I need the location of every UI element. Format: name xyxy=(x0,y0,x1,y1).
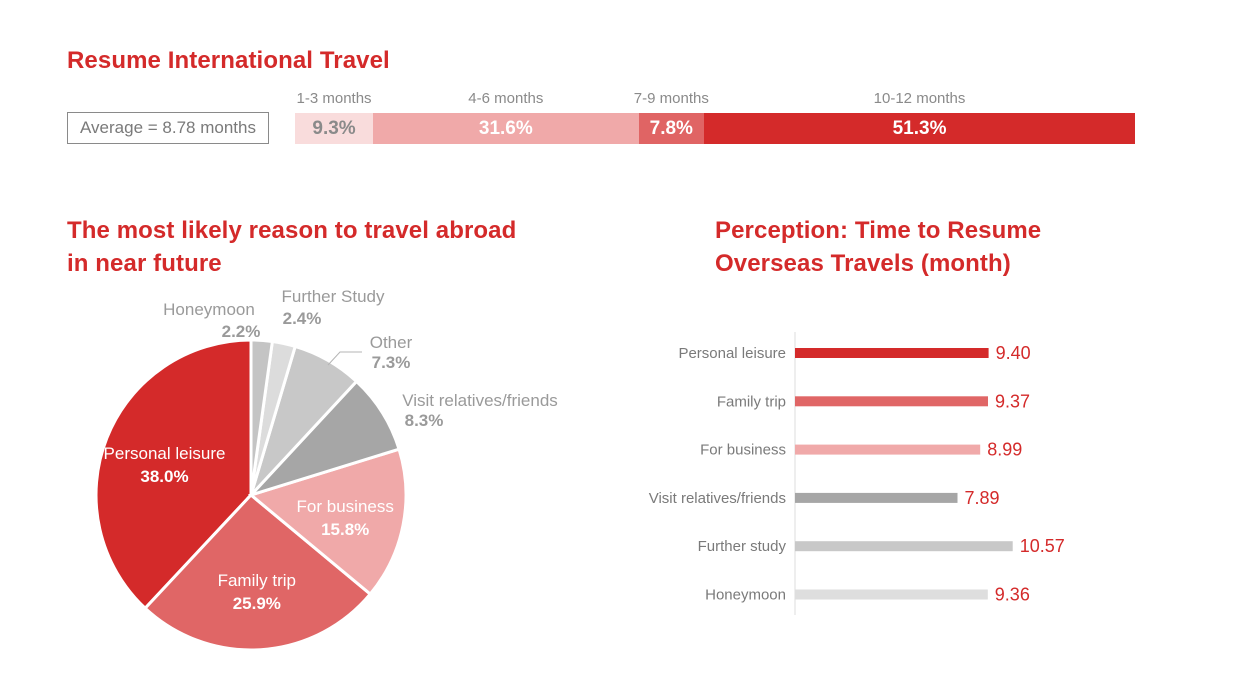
resume-travel-stacked-bar: 9.3% 1-3 months 31.6% 4-6 months 7.8% 7-9 mon… xyxy=(295,88,1135,148)
bar-category-label: Honeymoon xyxy=(705,587,786,604)
pie-slice-honeymoon xyxy=(249,338,275,496)
bar-value-label: 9.36 xyxy=(995,585,1030,605)
pie-slice-for-business xyxy=(247,447,408,597)
pie-label-name: For business xyxy=(297,497,394,516)
pie-label-value: 2.2% xyxy=(222,322,261,341)
bar-visit-relatives-friends xyxy=(795,492,958,503)
bar-family-trip xyxy=(795,396,988,407)
bar-for-business xyxy=(795,444,981,455)
pie-slice-personal-leisure xyxy=(94,338,253,611)
stacked-range-label: 4-6 months xyxy=(468,90,544,107)
bar-honeymoon xyxy=(795,589,988,600)
bar-category-label: Visit relatives/friends xyxy=(649,490,786,507)
bar-personal-leisure xyxy=(795,348,989,358)
pie-label-value: 7.3% xyxy=(372,353,411,372)
bar-further-study xyxy=(795,541,1013,552)
bar-value-label: 8.99 xyxy=(987,440,1022,460)
pie-label-name: Visit relatives/friends xyxy=(402,391,558,410)
bar-value-label: 9.40 xyxy=(996,343,1031,363)
pie-label-name: Personal leisure xyxy=(104,444,226,463)
pie-label-name: Honeymoon xyxy=(163,300,255,319)
reason-title: The most likely reason to travel abroad … xyxy=(67,217,517,277)
pie-label-name: Family trip xyxy=(218,571,296,590)
bar-category-label: Personal leisure xyxy=(678,345,786,362)
average-label: Average = 8.78 months xyxy=(67,112,269,144)
pie-label-value: 15.8% xyxy=(321,520,369,539)
travel-title: Resume International Travel xyxy=(67,47,390,74)
stacked-segment-7-9-months: 7.8% xyxy=(638,113,705,144)
pie-label-name: Other xyxy=(370,333,413,352)
bar-value-label: 10.57 xyxy=(1020,536,1065,556)
perception-title: Perception: Time to Resume Overseas Trav… xyxy=(715,217,1042,277)
bar-category-label: For business xyxy=(700,442,786,459)
pie-slice-family-trip xyxy=(143,492,373,652)
bar-value-label: 7.89 xyxy=(965,488,1000,508)
pie-label-value: 2.4% xyxy=(283,309,322,328)
stacked-segment-10-12-months: 51.3% xyxy=(704,113,1135,144)
stacked-range-label: 7-9 months xyxy=(633,90,709,107)
reason-pie-chart: Personal leisure 38.0% Family trip 25.9% For… xyxy=(94,287,558,652)
stacked-range-label: 1-3 months xyxy=(296,90,372,107)
bar-category-label: Further study xyxy=(698,538,787,555)
bar-category-label: Family trip xyxy=(717,393,786,410)
pie-label-value: 38.0% xyxy=(140,467,188,486)
pie-label-value: 25.9% xyxy=(233,594,281,613)
pie-leader-line xyxy=(327,351,362,366)
perception-bar-chart: Personal leisure 9.40 Family trip 9.37 For b… xyxy=(649,332,1065,615)
stacked-segment-4-6-months: 31.6% xyxy=(373,113,639,144)
stacked-segment-1-3-months: 9.3% xyxy=(295,113,374,144)
stacked-range-label: 10-12 months xyxy=(873,90,966,107)
pie-label-value: 8.3% xyxy=(405,411,444,430)
pie-label-name: Further Study xyxy=(282,287,385,306)
bar-value-label: 9.37 xyxy=(995,391,1030,411)
